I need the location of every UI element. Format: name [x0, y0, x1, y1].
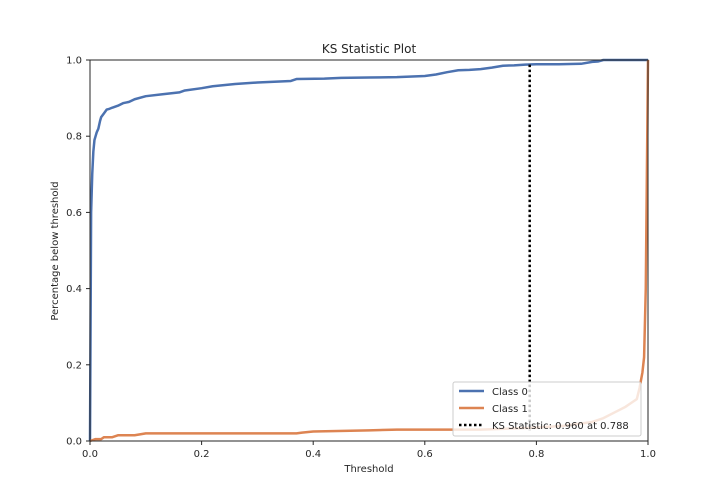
- y-axis-label: Percentage below threshold: [50, 181, 61, 320]
- legend-label-class-0: Class 0: [492, 387, 528, 398]
- y-tick-label: 0.0: [66, 437, 82, 448]
- legend-box: [452, 381, 642, 437]
- x-axis-label: Threshold: [343, 464, 393, 475]
- chart-title: KS Statistic Plot: [322, 42, 417, 56]
- x-axis-ticks: 0.0 0.2 0.4 0.6 0.8 1.0: [82, 441, 656, 460]
- y-tick-label: 0.8: [66, 132, 82, 143]
- series-line-class-0: [88, 58, 648, 442]
- y-tick-label: 0.6: [66, 208, 82, 219]
- y-axis-ticks: 0.0 0.2 0.4 0.6 0.8 1.0: [66, 56, 90, 448]
- y-tick-label: 1.0: [66, 56, 82, 67]
- legend-label-class-1: Class 1: [492, 404, 528, 415]
- axes-frame: [89, 59, 649, 442]
- x-tick-label: 0.2: [194, 449, 210, 460]
- y-tick-label: 0.2: [66, 360, 82, 371]
- legend: Class 0 Class 1 KS Statistic: 0.960 at 0…: [452, 381, 642, 437]
- x-tick-label: 0.0: [82, 449, 98, 460]
- x-tick-label: 0.6: [417, 449, 433, 460]
- y-tick-label: 0.4: [66, 284, 82, 295]
- x-tick-label: 0.4: [305, 449, 321, 460]
- x-tick-label: 1.0: [640, 449, 656, 460]
- legend-label-ks-statistic: KS Statistic: 0.960 at 0.788: [492, 421, 629, 432]
- x-tick-label: 0.8: [528, 449, 544, 460]
